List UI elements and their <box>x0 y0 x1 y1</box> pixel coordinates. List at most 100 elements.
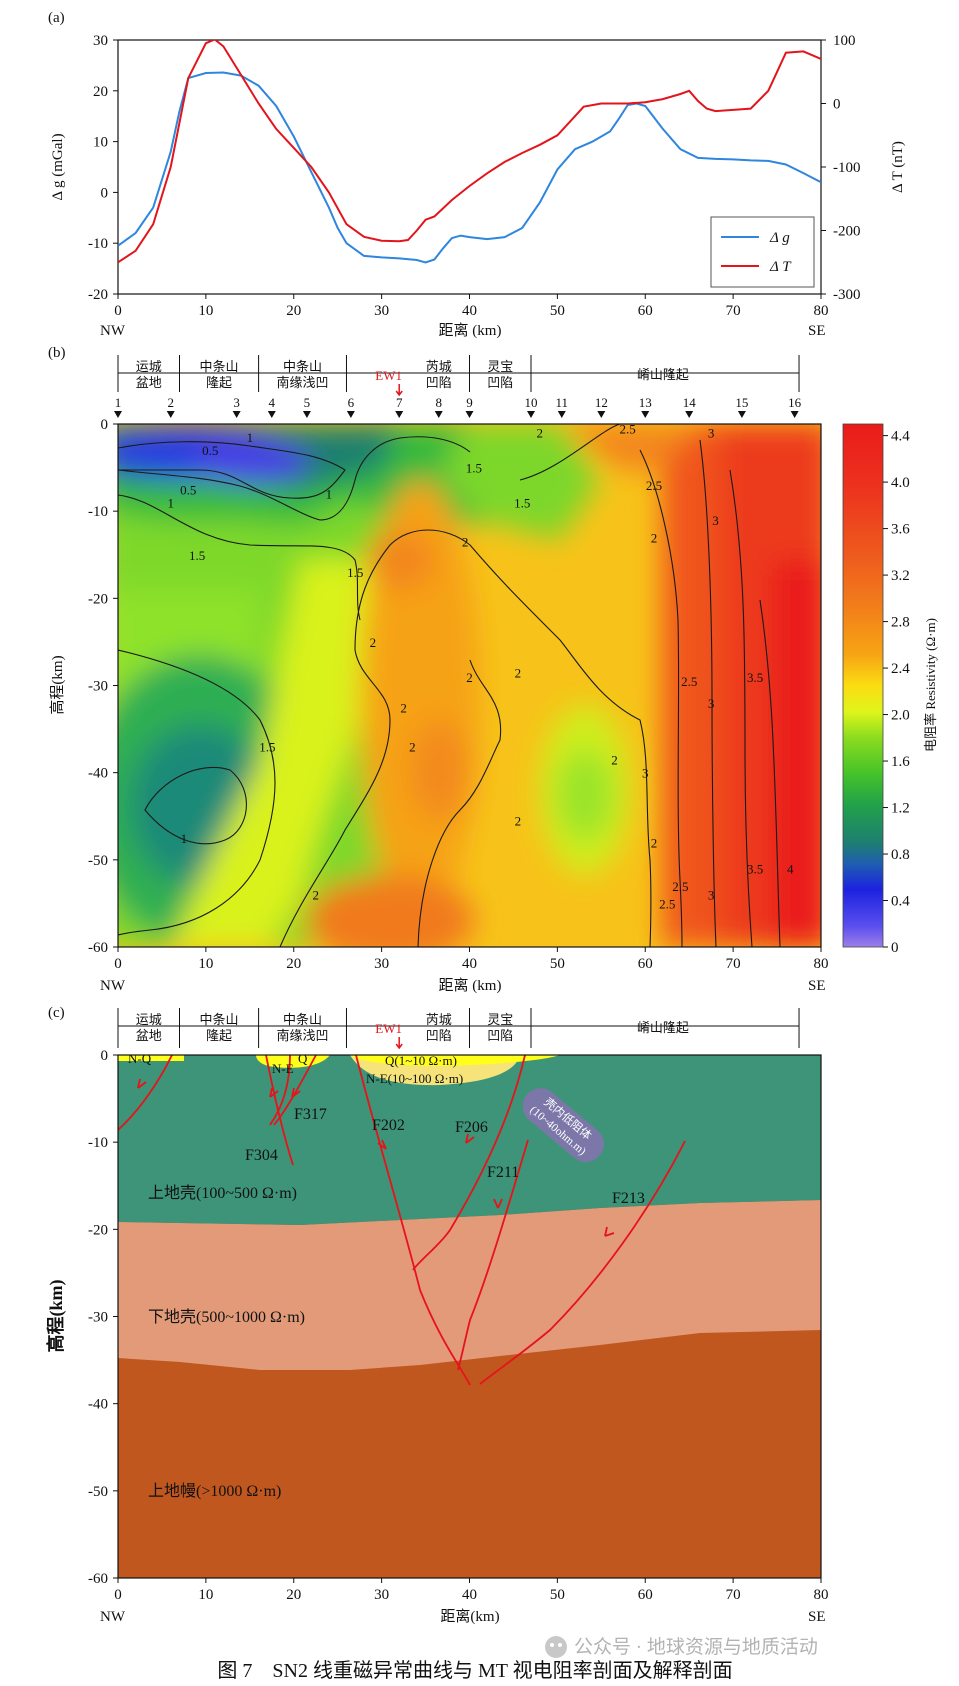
legend: Δ g Δ T <box>710 216 815 288</box>
station-label: 3 <box>233 395 240 410</box>
contour-label: 1.5 <box>466 461 482 476</box>
contour-label: 2 <box>515 665 522 680</box>
region-label: 凹陷 <box>487 1028 513 1043</box>
contour-label: 2.5 <box>620 421 636 436</box>
x-tick-label: 10 <box>198 956 213 972</box>
x-tick-label: 80 <box>814 1587 829 1603</box>
panel-b-y-axis: 0 -10 -20 -30 -40 -50 -60 <box>88 417 118 956</box>
left-tick-label: -20 <box>88 287 108 303</box>
fault-lines <box>117 1054 686 1386</box>
fault-label-f202: F202 <box>372 1117 405 1134</box>
contour-label: 2.5 <box>659 896 675 911</box>
contour-label: 2 <box>462 535 469 550</box>
region-label: 凹陷 <box>426 1028 452 1043</box>
ew1-arrow <box>395 384 403 397</box>
left-tick-label: 20 <box>93 84 108 100</box>
colorbar-ticks: 4.4 4.0 3.6 3.2 2.8 2.4 2.0 1.6 1.2 0.8 0.4 0 <box>883 429 910 956</box>
colorbar-tick-label: 1.2 <box>891 801 910 817</box>
contour-label: 2 <box>466 670 473 685</box>
station-label: 14 <box>683 395 697 410</box>
region-label: 芮城 <box>426 1012 452 1027</box>
region-label: 隆起 <box>206 1028 232 1043</box>
y-tick-label: 0 <box>101 417 109 433</box>
left-tick-label: 30 <box>93 33 108 49</box>
ew1-label: EW1 <box>375 1021 402 1036</box>
station-label: 11 <box>556 395 569 410</box>
upper-mantle-label: 上地幔(>1000 Ω·m) <box>148 1482 281 1500</box>
colorbar-tick-label: 1.6 <box>891 754 910 770</box>
left-tick-label: 10 <box>93 135 108 151</box>
region-label: 运城 <box>136 1012 162 1027</box>
panel-a-ylabel-left: Δ g (mGal) <box>50 133 66 200</box>
contour-label: 2 <box>370 635 377 650</box>
colorbar-tick-label: 2.0 <box>891 708 910 724</box>
x-tick-label: 60 <box>638 956 653 972</box>
colorbar-tick-label: 2.4 <box>891 661 910 677</box>
sediment-top-east <box>350 1055 560 1066</box>
contour-label: 3.5 <box>747 670 763 685</box>
contour-label: 2.5 <box>646 478 662 493</box>
station-marker <box>737 411 746 418</box>
contour-label: 0.5 <box>180 482 196 497</box>
panel-a-nw: NW <box>100 323 126 339</box>
station-label: 4 <box>269 395 276 410</box>
lower-crust-layer <box>118 1200 821 1370</box>
station-label: 12 <box>595 395 608 410</box>
region-label: 盆地 <box>136 1028 162 1043</box>
station-label: 10 <box>525 395 538 410</box>
ew1-label: EW1 <box>375 368 402 383</box>
y-tick-label: -60 <box>88 940 108 956</box>
panel-b-label: (b) <box>48 345 66 361</box>
panel-b-ylabel: 高程(km) <box>49 655 66 714</box>
contour-label: 2 <box>409 740 416 755</box>
region-label: 崤山隆起 <box>637 1020 689 1035</box>
x-tick-label: 40 <box>462 303 477 319</box>
panel-b-stations: 1 2 3 4 5 6 7 8 9 10 11 12 13 14 15 16 <box>114 395 802 418</box>
colorbar-tick-label: 4.0 <box>891 475 910 491</box>
left-tick-label: 0 <box>101 185 109 201</box>
colorbar-tick-label: 4.4 <box>891 429 910 445</box>
station-marker <box>790 411 799 418</box>
x-tick-label: 20 <box>286 1587 301 1603</box>
region-label: 中条山 <box>200 359 239 374</box>
series-line-dt <box>118 40 821 264</box>
station-label: 9 <box>466 395 473 410</box>
wechat-icon-eye-right <box>558 1643 562 1647</box>
x-tick-label: 60 <box>638 1587 653 1603</box>
region-label: 中条山 <box>200 1012 239 1027</box>
colorbar-tick-label: 2.8 <box>891 615 910 631</box>
contour-label: 1.5 <box>259 740 275 755</box>
right-tick-label: 100 <box>833 33 856 49</box>
fault-label-f211: F211 <box>487 1164 519 1181</box>
region-label: 灵宝 <box>487 359 513 374</box>
region-label: 凹陷 <box>487 375 513 390</box>
station-label: 15 <box>735 395 748 410</box>
panel-a-x-axis: 0 10 20 30 40 50 60 70 80 <box>114 294 829 319</box>
contour-label: 2 <box>537 426 544 441</box>
y-tick-label: 0 <box>101 1048 109 1064</box>
upper-crust-label: 上地壳(100~500 Ω·m) <box>148 1184 297 1202</box>
x-tick-label: 70 <box>726 956 741 972</box>
colorbar: 4.4 4.0 3.6 3.2 2.8 2.4 2.0 1.6 1.2 0.8 0.4 0 电阻率 R… <box>842 423 938 956</box>
station-label: 6 <box>348 395 355 410</box>
contour-label: 3 <box>708 426 715 441</box>
fault-labels: F317 F304 F202 F206 F211 F213 <box>245 1106 645 1207</box>
wechat-icon <box>545 1636 567 1658</box>
colorbar-tick-label: 0 <box>891 940 899 956</box>
contour-label: 1.5 <box>189 548 205 563</box>
region-label: 中条山 <box>283 359 322 374</box>
fault-label-f206: F206 <box>455 1119 488 1136</box>
station-marker <box>166 411 175 418</box>
label-q: Q <box>298 1051 308 1066</box>
fault-label-f317: F317 <box>294 1106 327 1123</box>
contour-label: 1 <box>167 495 174 510</box>
x-tick-label: 20 <box>286 956 301 972</box>
panel-b-x-axis: 0 10 20 30 40 50 60 70 80 <box>114 947 829 972</box>
panel-c-y-axis: 0 -10 -20 -30 -40 -50 -60 <box>88 1048 118 1587</box>
contour-label: 0.5 <box>202 443 218 458</box>
y-tick-label: -40 <box>88 766 108 782</box>
contour-label: 2 <box>400 700 407 715</box>
